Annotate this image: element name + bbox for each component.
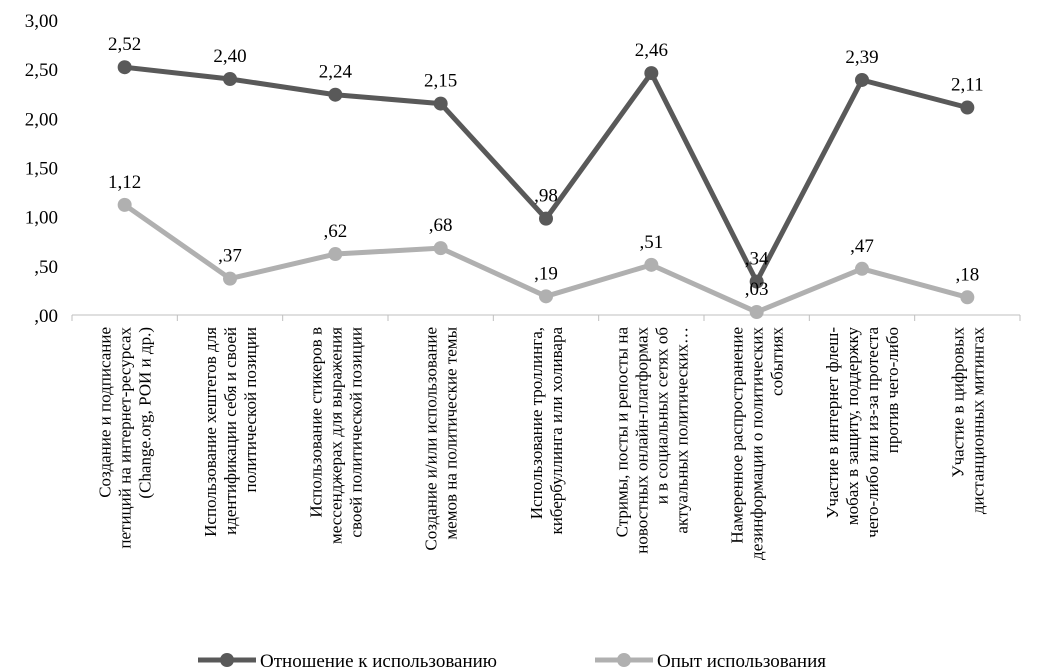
series-0-point	[433, 96, 448, 111]
x-category-label-line: Создание и подписание	[96, 327, 115, 498]
x-category-label-line: Участие в цифровых	[948, 327, 967, 478]
series-0-data-label: 2,15	[424, 71, 457, 92]
series-1-data-label: ,47	[850, 236, 874, 257]
x-category-label-line: Участие в интернет флеш-	[823, 327, 842, 519]
x-category-label-line: Стримы, посты и репосты на	[612, 327, 631, 538]
series-1-point	[749, 305, 764, 320]
x-category-label-line: идентификации себя и своей	[221, 327, 240, 535]
x-category-label-line: актуальных политических…	[672, 327, 691, 534]
series-0-data-label: 2,46	[635, 40, 668, 61]
series-0-point	[117, 60, 132, 75]
x-category-label-line: новостных онлайн-платформах	[632, 327, 651, 554]
y-tick-label: 2,50	[25, 60, 58, 81]
series-0-point	[539, 211, 553, 226]
data-labels: 2,52 2,40 2,24 2,15 ,98 2,46 ,34 2,39 2,11 1,12 ,3…	[108, 34, 984, 300]
x-category-label-line: Использование троллинга,	[527, 327, 546, 519]
series-1-data-label: ,68	[429, 215, 453, 236]
x-category-label-line: событиях	[768, 327, 787, 396]
series-0-data-label: 2,11	[951, 75, 984, 96]
series-1-point	[223, 271, 237, 286]
series-0-data-label: ,34	[745, 249, 769, 270]
series-0-data-label: 2,24	[319, 62, 353, 83]
y-tick-label: 1,00	[25, 208, 58, 229]
x-category-label: Участие в цифровых дистанционных митингах	[948, 327, 987, 515]
series-1-data-label: ,03	[745, 279, 769, 300]
series-0-point	[855, 72, 869, 87]
x-category-label: Намеренное распространение дезинформации …	[728, 327, 787, 560]
series-0-data-label: ,98	[534, 186, 558, 207]
x-category-label: Участие в интернет флеш-мобах в защиту, …	[823, 327, 902, 538]
series-0-point	[644, 66, 659, 81]
legend-label: Опыт использования	[657, 651, 826, 672]
x-category-label: Использование хештегов для идентификации …	[201, 327, 260, 537]
series-0-data-label: 2,39	[845, 47, 878, 68]
x-category-label-line: мессенджерах для выражения	[326, 327, 345, 544]
x-category-label-line: Использование стикеров в	[306, 327, 325, 518]
x-category-label-line: чего-либо или из-за протеста	[863, 327, 882, 538]
legend-swatch-marker	[220, 653, 234, 667]
x-category-label-line: против чего-либо	[883, 327, 902, 453]
series-1-point	[328, 247, 343, 262]
y-tick-label: ,50	[34, 257, 58, 278]
x-category-label: Создание и подписание петиций на интернет…	[96, 327, 155, 549]
y-tick-label: ,00	[34, 306, 58, 327]
series-0-data-label: 2,52	[108, 34, 141, 55]
x-category-label-line: Создание и/или использование	[422, 327, 441, 551]
series-1-data-label: ,18	[955, 264, 979, 285]
series-1-data-label: ,37	[218, 246, 242, 267]
x-category-label-line: своей политической позиции	[346, 327, 365, 538]
x-category-label-line: (Change.org, РОИ и др.)	[136, 327, 155, 499]
series-0-point	[749, 274, 764, 289]
series-1-data-label: ,19	[534, 263, 558, 284]
x-category-label: Использование троллинга, кибербуллинга ил…	[527, 327, 566, 535]
x-category-label-line: дезинформации о политических	[748, 327, 767, 560]
series-1-point	[433, 241, 448, 256]
y-axis: ,00 ,50 1,00 1,50 2,00 2,50 3,00	[25, 11, 58, 327]
x-category-label-line: Использование хештегов для	[201, 327, 220, 537]
x-category-label: Создание и/или использование мемов на пол…	[422, 326, 461, 550]
x-category-label-line: петиций на интернет-ресурсах	[116, 327, 135, 549]
series-line-0	[124, 64, 968, 285]
legend-swatch-marker	[617, 653, 631, 667]
x-category-label-line: дистанционных митингах	[968, 327, 987, 515]
legend: Отношение к использованию Опыт использова…	[198, 651, 826, 672]
series-layer	[117, 60, 975, 320]
series-1-data-label: ,51	[639, 232, 663, 253]
series-1-point	[960, 290, 975, 305]
x-category-label-line: Намеренное распространение	[728, 327, 747, 544]
x-category-label-line: кибербуллинга или холивара	[547, 327, 566, 535]
series-0-point	[328, 87, 343, 102]
series-1-data-label: ,62	[323, 221, 347, 242]
x-axis: Создание и подписание петиций на интернет…	[71, 314, 1021, 560]
series-1-point	[644, 257, 659, 272]
x-category-label: Использование стикеров в мессенджерах для…	[306, 327, 365, 544]
series-1-point	[539, 289, 553, 304]
x-category-label-line: и в социальных сетях об	[652, 327, 671, 504]
x-category-label: Стримы, посты и репосты на новостных онла…	[612, 327, 691, 554]
x-category-label-line: политической позиции	[241, 327, 260, 493]
series-1-point	[117, 197, 132, 212]
y-tick-label: 1,50	[25, 159, 58, 180]
x-category-label-line: мемов на политические темы	[442, 326, 461, 539]
series-1-point	[855, 261, 869, 276]
y-tick-label: 3,00	[25, 11, 58, 32]
legend-label: Отношение к использованию	[260, 651, 497, 672]
series-1-data-label: 1,12	[108, 172, 141, 193]
series-0-point	[223, 72, 237, 86]
x-category-label-line: мобах в защиту, поддержку	[843, 327, 862, 526]
y-tick-label: 2,00	[25, 109, 58, 130]
series-0-point	[960, 100, 975, 115]
series-0-data-label: 2,40	[213, 46, 246, 67]
